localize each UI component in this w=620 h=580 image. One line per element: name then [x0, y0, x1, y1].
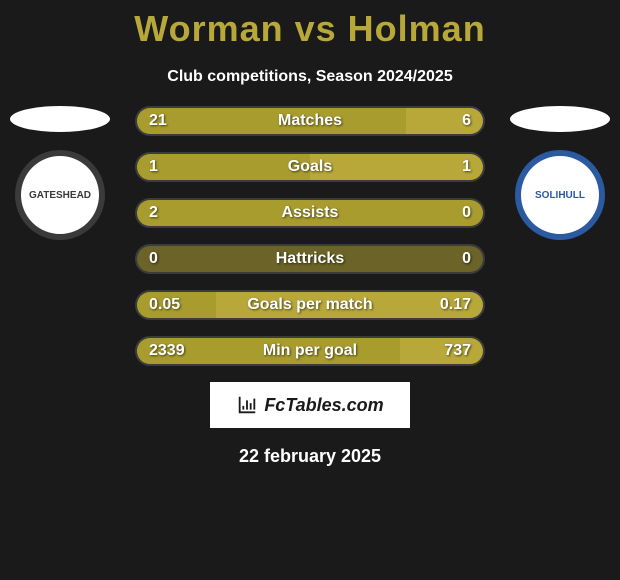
stat-label: Min per goal	[137, 338, 483, 364]
player-left-badge: GATESHEAD	[10, 106, 110, 240]
stat-value-right: 0	[462, 246, 471, 272]
stat-value-right: 737	[444, 338, 471, 364]
player-left-ellipse	[10, 106, 110, 132]
stat-label: Matches	[137, 108, 483, 134]
stat-row: 2339Min per goal737	[135, 336, 485, 366]
stat-row: 2Assists0	[135, 198, 485, 228]
stat-value-right: 6	[462, 108, 471, 134]
stat-value-right: 1	[462, 154, 471, 180]
page-subtitle: Club competitions, Season 2024/2025	[0, 68, 620, 86]
footer-brand: FcTables.com	[210, 382, 410, 428]
stat-value-right: 0.17	[440, 292, 471, 318]
stat-value-right: 0	[462, 200, 471, 226]
stat-label: Hattricks	[137, 246, 483, 272]
page-title: Worman vs Holman	[0, 0, 620, 50]
player-left-crest: GATESHEAD	[15, 150, 105, 240]
stat-row: 0.05Goals per match0.17	[135, 290, 485, 320]
stat-row: 0Hattricks0	[135, 244, 485, 274]
stat-label: Goals per match	[137, 292, 483, 318]
stat-label: Goals	[137, 154, 483, 180]
footer-date: 22 february 2025	[0, 446, 620, 467]
player-right-badge: SOLIHULL	[510, 106, 610, 240]
stat-bars: 21Matches61Goals12Assists00Hattricks00.0…	[135, 106, 485, 366]
stat-row: 1Goals1	[135, 152, 485, 182]
footer-brand-text: FcTables.com	[264, 395, 383, 416]
player-right-ellipse	[510, 106, 610, 132]
comparison-panel: GATESHEAD SOLIHULL 21Matches6 1Goals1 2Ass…	[0, 106, 620, 366]
stat-row: 21Matches6	[135, 106, 485, 136]
stat-label: Assists	[137, 200, 483, 226]
chart-icon	[236, 394, 258, 416]
player-right-crest: SOLIHULL	[515, 150, 605, 240]
